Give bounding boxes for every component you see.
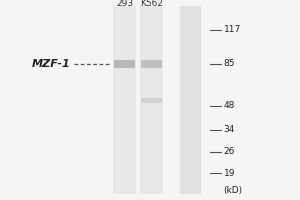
Text: 26: 26 <box>224 148 235 156</box>
Text: 293: 293 <box>116 0 133 8</box>
Text: 34: 34 <box>224 126 235 134</box>
Text: 19: 19 <box>224 168 235 178</box>
Bar <box>140 6 163 194</box>
Text: MZF-1: MZF-1 <box>32 59 70 69</box>
Bar <box>142 60 162 68</box>
Bar <box>113 6 136 194</box>
Bar <box>115 60 135 68</box>
Text: 117: 117 <box>224 25 241 34</box>
Bar <box>180 6 201 194</box>
Bar <box>142 98 162 102</box>
Text: 85: 85 <box>224 60 235 68</box>
Text: (kD): (kD) <box>224 186 243 194</box>
Text: 48: 48 <box>224 102 235 110</box>
Text: K562: K562 <box>140 0 163 8</box>
